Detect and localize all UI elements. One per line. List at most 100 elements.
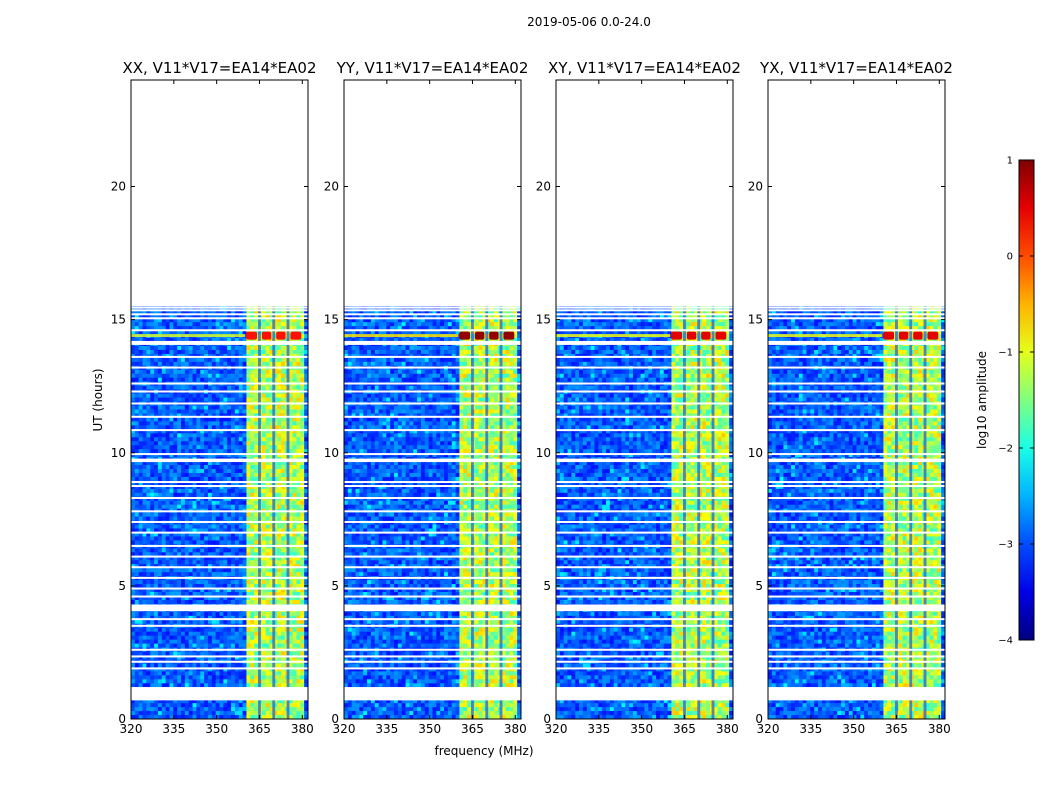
heatmap-cell (211, 437, 217, 442)
heatmap-cell (219, 504, 224, 510)
heatmap-cell (150, 500, 155, 506)
heatmap-cell (131, 318, 136, 323)
heatmap-cell (134, 595, 140, 601)
heatmap-cell (254, 373, 259, 379)
heatmap-cell (231, 663, 236, 669)
heatmap-cell (273, 409, 278, 415)
heatmap-cell (292, 595, 298, 601)
heatmap-cell (269, 338, 274, 343)
heatmap-cell (296, 711, 301, 716)
heatmap-cell (246, 476, 251, 482)
heatmap-cell (134, 492, 140, 498)
heatmap-cell (246, 345, 251, 351)
heatmap-cell (277, 345, 282, 351)
heatmap-cell (250, 472, 255, 478)
heatmap-cell (300, 592, 305, 597)
heatmap-cell (281, 385, 286, 391)
heatmap-cell (196, 699, 201, 704)
heatmap-cell (292, 449, 298, 454)
heatmap-cell (157, 599, 163, 605)
heatmap-cell (161, 615, 167, 621)
heatmap-cell (200, 318, 205, 323)
heatmap-cell (238, 476, 244, 482)
heatmap-cell (138, 449, 144, 454)
heatmap-cell (181, 429, 186, 434)
heatmap-cell (196, 619, 201, 625)
heatmap-cell (157, 357, 163, 363)
heatmap-cell (192, 639, 198, 645)
heatmap-cell (215, 707, 221, 712)
heatmap-cell (177, 393, 182, 399)
heatmap-cell (146, 711, 151, 716)
heatmap-cell (196, 500, 201, 506)
heatmap-cell (277, 413, 282, 419)
heatmap-cell (296, 592, 301, 597)
heatmap-cell (200, 683, 205, 688)
heatmap-cell (204, 667, 209, 672)
heatmap-cell (277, 627, 282, 633)
heatmap-cell (288, 397, 294, 403)
heatmap-cell (227, 405, 232, 411)
heatmap-cell (211, 377, 217, 383)
heatmap-cell (157, 592, 163, 597)
heatmap-cell (254, 421, 259, 426)
heatmap-cell (254, 441, 259, 446)
heatmap-cell (304, 703, 308, 708)
heatmap-cell (138, 500, 144, 506)
heatmap-cell (281, 504, 286, 510)
heatmap-cell (234, 504, 240, 510)
heatmap-cell (254, 548, 259, 553)
heatmap-cell (200, 572, 205, 577)
heatmap-cell (169, 445, 174, 450)
heatmap-cell (273, 560, 278, 565)
heatmap-cell (246, 703, 251, 708)
heatmap-cell (207, 611, 213, 617)
heatmap-cell (304, 532, 308, 538)
heatmap-cell (181, 588, 186, 593)
heatmap-cell (231, 651, 236, 657)
heatmap-cell (300, 627, 305, 633)
heatmap-cell (451, 314, 457, 319)
heatmap-cell (211, 580, 217, 585)
heatmap-cell (154, 568, 159, 573)
heatmap-cell (281, 675, 286, 680)
heatmap-cell (234, 679, 240, 684)
heatmap-cell (165, 377, 171, 383)
heatmap-cell (238, 683, 244, 688)
heatmap-cell (304, 699, 308, 704)
heatmap-cell (157, 393, 163, 399)
heatmap-cell (177, 397, 182, 403)
heatmap-cell (173, 496, 178, 502)
heatmap-cell (196, 373, 201, 379)
heatmap-cell (154, 437, 159, 442)
heatmap-cell (265, 595, 271, 601)
heatmap-cell (173, 472, 178, 478)
heatmap-cell (288, 512, 294, 518)
flag-line (131, 497, 308, 500)
heatmap-cell (207, 453, 213, 458)
heatmap-cell (261, 345, 267, 351)
heatmap-cell (234, 635, 240, 641)
heatmap-cell (265, 619, 271, 625)
heatmap-cell (215, 322, 221, 327)
heatmap-cell (261, 619, 267, 625)
heatmap-cell (250, 588, 255, 593)
heatmap-cell (204, 711, 209, 716)
heatmap-cell (292, 397, 298, 403)
heatmap-cell (359, 314, 364, 319)
heatmap-cell (181, 472, 186, 478)
heatmap-cell (131, 405, 136, 411)
flag-line (131, 366, 308, 369)
heatmap-cell (134, 385, 140, 391)
heatmap-cell (177, 679, 182, 684)
heatmap-cell (238, 373, 244, 379)
heatmap-cell (296, 560, 301, 565)
heatmap-cell (142, 345, 147, 351)
heatmap-cell (281, 476, 286, 482)
heatmap-cell (223, 465, 228, 470)
heatmap-cell (188, 611, 194, 617)
heatmap-cell (246, 627, 251, 633)
heatmap-cell (154, 310, 159, 315)
heatmap-cell (204, 568, 209, 573)
heatmap-cell (188, 639, 194, 645)
